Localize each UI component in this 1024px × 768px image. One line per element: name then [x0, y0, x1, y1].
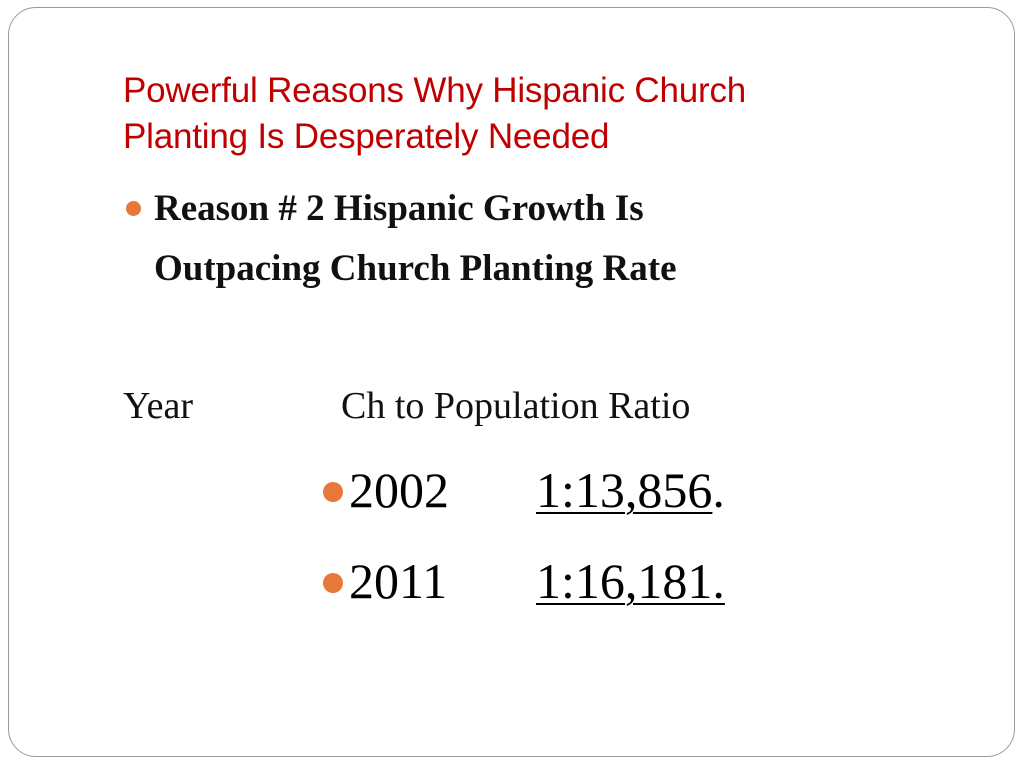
bullet-dot-icon	[126, 201, 141, 216]
title-line-1: Powerful Reasons Why Hispanic Church	[123, 71, 747, 110]
ratio-suffix: .	[712, 462, 725, 518]
year-column-header: Year	[123, 385, 194, 427]
slide: Powerful Reasons Why Hispanic Church Pla…	[8, 7, 1015, 757]
row-ratio: 1:13,856.	[536, 455, 725, 525]
table-row: 2011 1:16,181.	[321, 546, 921, 616]
ratio-value: 1:13,856	[536, 462, 713, 518]
row-year: 2011	[349, 553, 448, 609]
main-bullet: Reason # 2 Hispanic Growth Is Outpacing …	[122, 179, 942, 299]
ratio-value: 1:16,181.	[536, 553, 725, 609]
bullet-dot-icon	[323, 482, 343, 502]
row-year: 2002	[349, 462, 449, 518]
title-line-2: Planting Is Desperately Needed	[123, 117, 610, 156]
bullet-line-1: Reason # 2 Hispanic Growth Is	[154, 188, 644, 229]
row-ratio: 1:16,181.	[536, 546, 725, 616]
slide-title: Powerful Reasons Why Hispanic Church Pla…	[123, 68, 923, 160]
bullet-line-2: Outpacing Church Planting Rate	[154, 248, 677, 289]
table-row: 2002 1:13,856.	[321, 455, 921, 525]
bullet-dot-icon	[323, 573, 343, 593]
ratio-column-header: Ch to Population Ratio	[341, 385, 691, 427]
